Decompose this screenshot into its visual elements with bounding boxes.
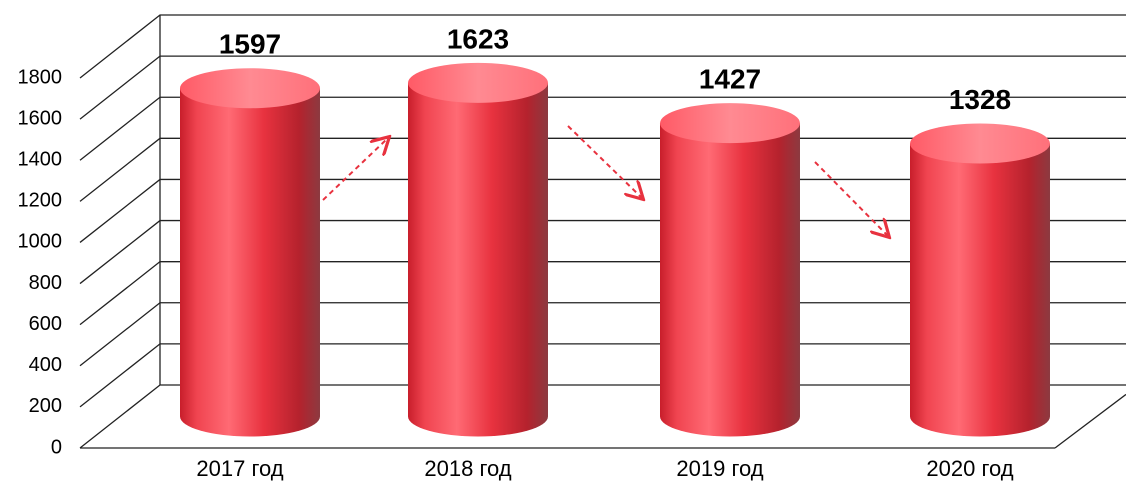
bar-top xyxy=(660,103,800,144)
value-label: 1623 xyxy=(447,23,509,54)
y-tick-label: 1800 xyxy=(18,66,63,88)
y-tick-label: 400 xyxy=(29,354,62,376)
grid-line xyxy=(79,55,1126,120)
y-tick-label: 1000 xyxy=(18,231,63,253)
x-tick-label: 2018 год xyxy=(424,456,511,481)
value-label: 1597 xyxy=(219,29,281,60)
value-label: 1427 xyxy=(699,64,761,95)
floor-edge xyxy=(1054,393,1126,449)
x-tick-label: 2017 год xyxy=(196,456,283,481)
bar xyxy=(910,143,1050,417)
y-tick-label: 1600 xyxy=(18,107,63,129)
bar-top xyxy=(910,123,1050,164)
arrow xyxy=(567,125,642,198)
bar-top xyxy=(180,68,320,109)
y-tick-label: 800 xyxy=(29,272,62,294)
grid-line xyxy=(79,261,1126,326)
grid: 0 200 400 600 800 1000 1200 1400 1600 1800 xyxy=(18,14,1126,458)
value-label: 1328 xyxy=(949,84,1011,115)
grid-line xyxy=(79,14,1126,79)
grid-line xyxy=(79,384,1126,449)
arrow xyxy=(814,161,888,236)
arrow xyxy=(322,138,388,201)
grid-line xyxy=(79,137,1126,202)
bar xyxy=(660,123,800,417)
y-tick-label: 200 xyxy=(29,395,62,417)
bar-top xyxy=(408,62,548,103)
x-tick-label: 2020 год xyxy=(926,456,1013,481)
bar xyxy=(180,88,320,417)
x-tick-label: 2019 год xyxy=(676,456,763,481)
trend-arrows xyxy=(322,125,888,236)
bar xyxy=(408,82,548,417)
bars: 1597 2017 год 1623 2018 год 1427 2019 год 1328… xyxy=(180,23,1050,481)
y-tick-label: 1200 xyxy=(18,190,63,212)
grid-line xyxy=(79,302,1126,367)
y-tick-label: 1400 xyxy=(18,149,63,171)
y-tick-label: 0 xyxy=(51,436,62,458)
y-tick-label: 600 xyxy=(29,313,62,335)
grid-line xyxy=(79,343,1126,408)
grid-line xyxy=(79,178,1126,243)
grid-line xyxy=(79,219,1126,285)
grid-line xyxy=(79,96,1126,161)
